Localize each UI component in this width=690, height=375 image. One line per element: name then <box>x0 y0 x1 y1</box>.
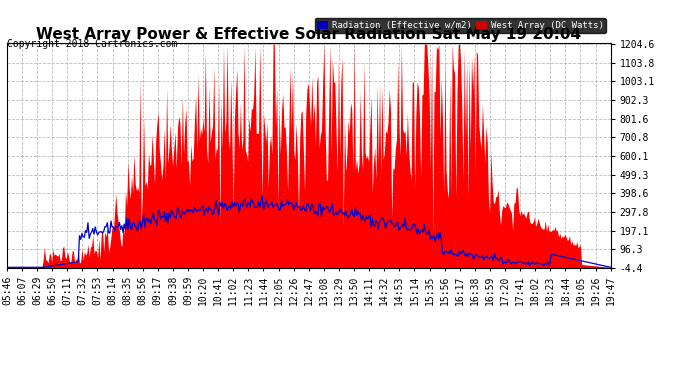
Text: Copyright 2018 Cartronics.com: Copyright 2018 Cartronics.com <box>7 39 177 50</box>
Legend: Radiation (Effective w/m2), West Array (DC Watts): Radiation (Effective w/m2), West Array (… <box>315 18 606 33</box>
Title: West Array Power & Effective Solar Radiation Sat May 19 20:04: West Array Power & Effective Solar Radia… <box>36 27 582 42</box>
